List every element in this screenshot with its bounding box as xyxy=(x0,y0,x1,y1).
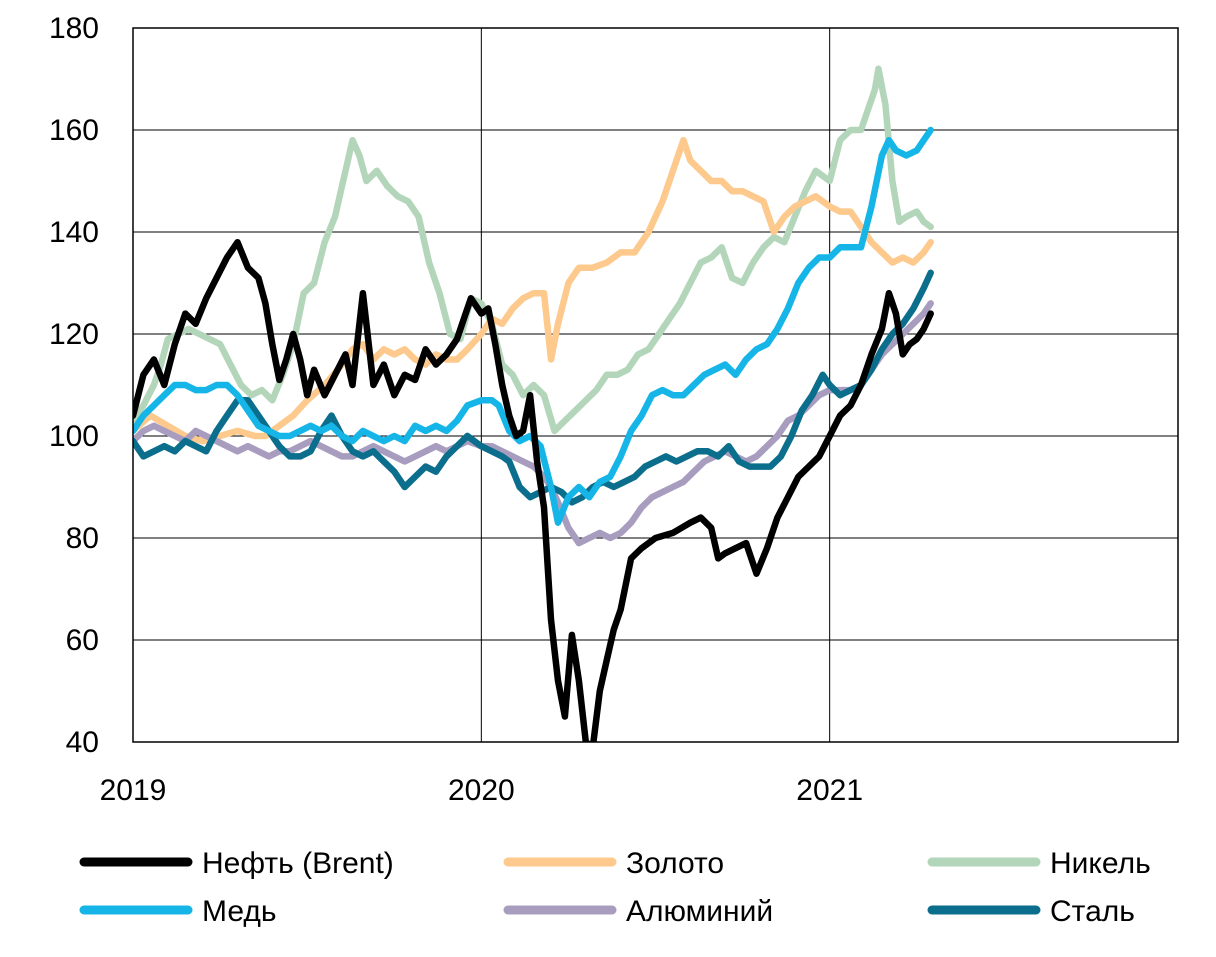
legend-label: Алюминий xyxy=(626,895,773,928)
x-tick-label: 2019 xyxy=(100,774,167,807)
y-axis-ticks: 40 60 80 100 120 140 160 180 xyxy=(49,12,99,759)
y-tick-label: 160 xyxy=(49,114,99,147)
legend-label: Сталь xyxy=(1050,895,1135,928)
x-tick-label: 2021 xyxy=(796,774,863,807)
y-tick-label: 140 xyxy=(49,216,99,249)
legend: Нефть (Brent) Золото Никель Медь Алюминий Ста… xyxy=(79,847,1151,928)
series-line xyxy=(133,238,934,742)
plot-frame xyxy=(132,27,1179,743)
series-line xyxy=(133,65,934,435)
series-lines xyxy=(133,65,934,742)
x-axis-ticks: 2019 2020 2021 xyxy=(100,774,863,807)
y-tick-label: 80 xyxy=(66,522,99,555)
y-tick-label: 60 xyxy=(66,624,99,657)
legend-label: Нефть (Brent) xyxy=(202,847,394,880)
grid xyxy=(133,28,1178,742)
y-tick-label: 100 xyxy=(49,420,99,453)
legend-label: Никель xyxy=(1050,847,1151,880)
series-line xyxy=(133,136,934,445)
x-tick-label: 2020 xyxy=(448,774,515,807)
legend-label: Медь xyxy=(202,895,277,928)
y-tick-label: 120 xyxy=(49,318,99,351)
legend-label: Золото xyxy=(626,847,724,880)
y-tick-label: 40 xyxy=(66,726,99,759)
y-tick-label: 180 xyxy=(49,12,99,45)
series-line xyxy=(133,126,934,526)
